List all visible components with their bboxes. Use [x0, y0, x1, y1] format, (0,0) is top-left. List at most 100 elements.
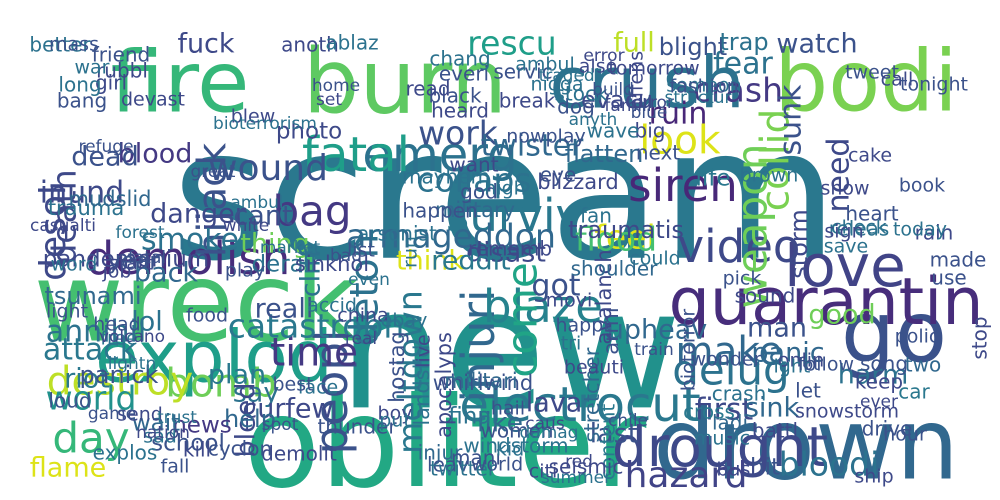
- cloud-word: fatal: [302, 127, 410, 183]
- cloud-word: blew: [231, 106, 276, 128]
- cloud-word: china: [337, 305, 388, 327]
- cloud-word: dead: [71, 142, 138, 173]
- cloud-word: even: [348, 270, 390, 290]
- cloud-word: bloodi: [779, 445, 880, 484]
- cloud-word: sunk: [774, 84, 809, 156]
- cloud-word: hazard: [625, 455, 748, 496]
- cloud-word: destroy: [47, 360, 193, 405]
- cloud-word: anoth: [281, 33, 339, 57]
- cloud-word: armi: [599, 307, 623, 354]
- cloud-word: white: [223, 216, 270, 236]
- cloud-word: blue: [631, 103, 668, 123]
- cloud-word: explos: [93, 441, 158, 465]
- cloud-word: ambul: [515, 54, 575, 76]
- cloud-word: happen: [402, 199, 477, 223]
- cloud-word: like: [477, 408, 523, 439]
- cloud-word: use: [931, 266, 966, 290]
- cloud-word: rubbl: [96, 59, 148, 83]
- cloud-word: watch: [776, 29, 857, 60]
- cloud-word: show: [820, 178, 869, 200]
- cloud-word: wave: [587, 119, 640, 143]
- cloud-word: movi: [546, 290, 593, 312]
- cloud-word: surviv: [446, 189, 582, 242]
- cloud-word: thunder: [317, 415, 397, 439]
- cloud-word: weapon: [728, 144, 777, 309]
- cloud-word: flood: [575, 220, 657, 259]
- cloud-word: demolit: [261, 442, 337, 466]
- cloud-word: light: [46, 301, 88, 323]
- cloud-word: landslid: [410, 344, 434, 425]
- cloud-word: damag: [520, 423, 579, 443]
- cloud-word: wait: [132, 411, 180, 437]
- cloud-word: food: [186, 305, 228, 327]
- cloud-word: servic: [493, 60, 552, 84]
- cloud-word: crash: [693, 71, 783, 110]
- cloud-word: panic: [751, 338, 824, 369]
- cloud-word: look: [639, 119, 721, 164]
- cloud-word: run: [400, 236, 422, 268]
- cloud-word: siren: [628, 159, 738, 212]
- cloud-word: high: [484, 178, 525, 200]
- cloud-word: school: [151, 431, 225, 457]
- cloud-word: volcano: [99, 327, 165, 347]
- cloud-word: news: [172, 413, 232, 439]
- cloud-word: final: [448, 404, 498, 430]
- cloud-word: peopl: [305, 330, 358, 455]
- cloud-word: wreck: [34, 238, 359, 366]
- cloud-word: avalanch: [592, 249, 616, 344]
- cloud-word: break: [499, 89, 556, 113]
- cloud-word: long: [58, 73, 101, 97]
- cloud-word: bioterror: [678, 309, 700, 392]
- cloud-word: twister: [481, 129, 584, 164]
- cloud-word: tsunami: [44, 282, 141, 310]
- cloud-word: bleed: [231, 382, 262, 457]
- cloud-word: game: [88, 404, 136, 424]
- cloud-word: call: [881, 69, 914, 91]
- cloud-word: attack: [43, 333, 138, 368]
- cloud-word: storm: [785, 209, 813, 278]
- cloud-word: book: [899, 175, 945, 197]
- cloud-word: ruin: [649, 97, 708, 132]
- cloud-word: bodi: [774, 32, 958, 131]
- cloud-word: fatal: [128, 248, 166, 268]
- cloud-word: come: [498, 262, 547, 378]
- cloud-word: set: [316, 90, 342, 110]
- cloud-word: sound: [735, 284, 796, 308]
- cloud-word: pandemonium: [43, 247, 209, 273]
- cloud-word: go: [841, 283, 947, 382]
- cloud-word: war: [75, 57, 110, 79]
- cloud-word: tomorrow: [608, 58, 699, 80]
- cloud-word: song: [860, 352, 908, 376]
- cloud-word: blood: [118, 139, 193, 170]
- cloud-word: meltdown: [391, 290, 430, 454]
- cloud-word: video: [678, 220, 801, 273]
- cloud-word: red: [565, 452, 593, 472]
- cloud-word: good: [808, 300, 875, 331]
- cloud-word: forest: [116, 223, 165, 243]
- cloud-word: brown: [740, 165, 799, 187]
- cloud-word: cross: [683, 400, 735, 424]
- cloud-word: head: [93, 314, 140, 336]
- cloud-word: ablaz: [325, 31, 378, 55]
- cloud-word: structur: [664, 88, 731, 108]
- cloud-word: rememb: [468, 237, 552, 261]
- cloud-word: start: [109, 253, 153, 275]
- cloud-word: car: [898, 380, 930, 404]
- cloud-word: injur: [418, 441, 463, 465]
- cloud-word: nation: [136, 423, 190, 443]
- cloud-word: collid: [754, 109, 799, 212]
- cloud-word: drive: [862, 417, 913, 441]
- cloud-word: electrocut: [459, 377, 700, 433]
- cloud-word: wound: [208, 148, 328, 189]
- cloud-word: boy: [378, 403, 413, 425]
- cloud-word: fire: [111, 33, 250, 132]
- cloud-word: put: [379, 410, 411, 432]
- cloud-word: bioterrorism: [213, 114, 317, 134]
- cloud-word: twitter: [430, 457, 497, 481]
- cloud-word: lol: [131, 307, 163, 338]
- cloud-word: military: [435, 198, 515, 222]
- cloud-word: face: [298, 377, 338, 399]
- cloud-word: got: [531, 269, 580, 304]
- cloud-word: chang: [429, 47, 490, 71]
- cloud-word: need: [822, 138, 857, 213]
